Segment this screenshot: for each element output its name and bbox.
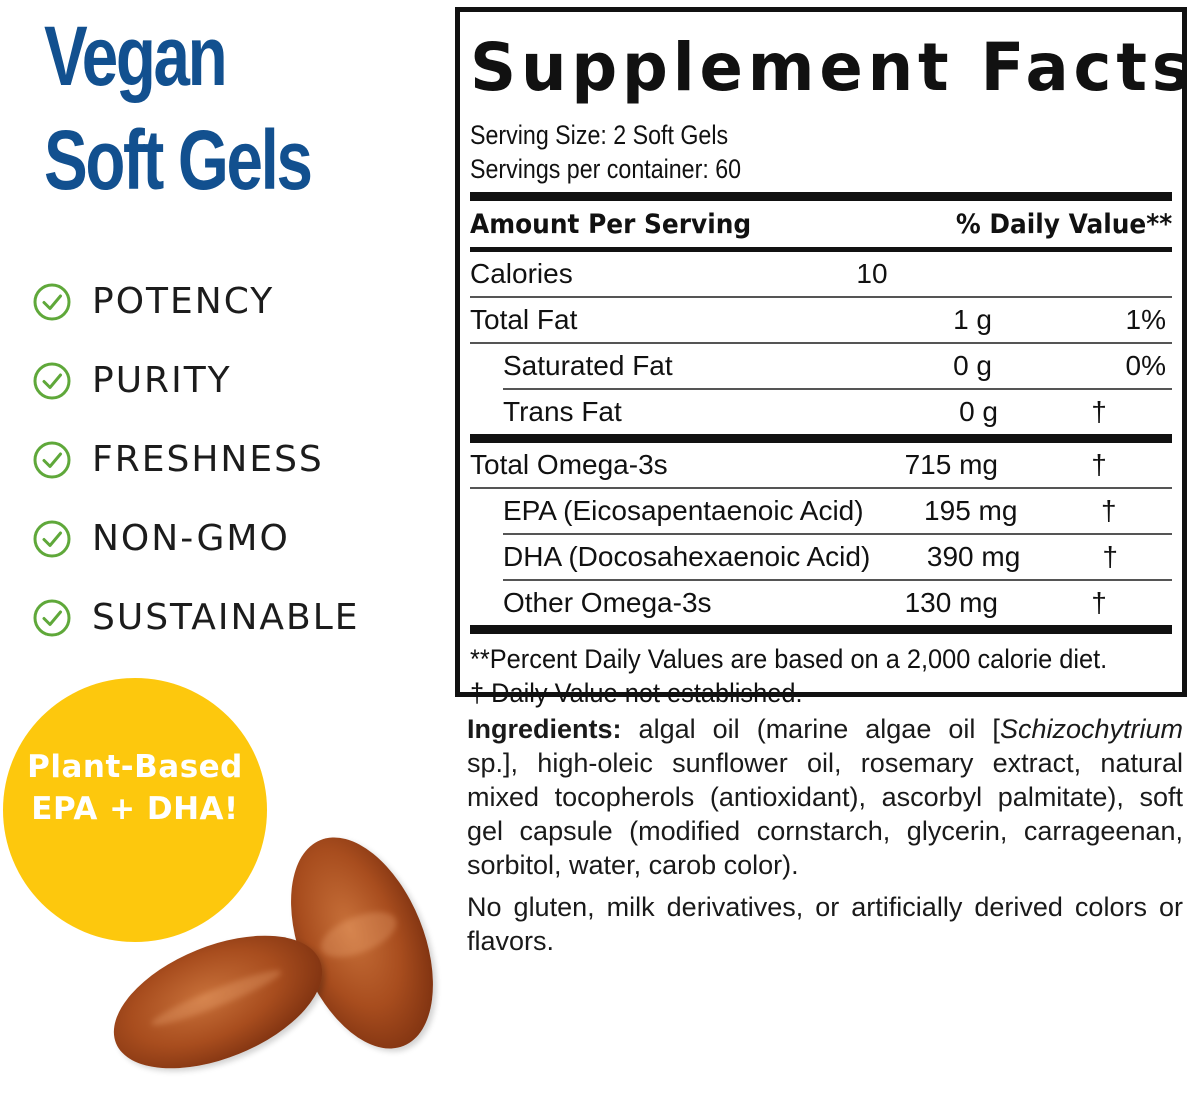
nutrient-amount: 10 <box>856 258 888 289</box>
facts-row-dha: DHA (Docosahexaenoic Acid) 390 mg † <box>470 535 1172 579</box>
facts-row-saturated-fat: Saturated Fat 0 g 0% <box>470 344 1172 388</box>
benefit-item-sustainable: SUSTAINABLE <box>32 578 360 657</box>
nutrient-amount: 195 mg <box>924 495 1018 526</box>
nutrient-daily-value: 1% <box>1125 304 1166 335</box>
divider <box>470 625 1172 634</box>
dagger-footnote: † Daily Value not established. <box>470 678 803 708</box>
facts-row-calories: Calories 10 <box>470 252 1172 296</box>
product-headline: Vegan Soft Gels <box>44 4 313 212</box>
serving-size: Serving Size: 2 Soft Gels <box>470 120 729 150</box>
ingredients-species: Schizochytrium <box>999 714 1183 744</box>
benefit-label: FRESHNESS <box>92 439 324 480</box>
divider <box>503 579 1172 581</box>
benefit-label: POTENCY <box>92 281 275 322</box>
nutrient-name: Other Omega-3s <box>503 587 712 618</box>
nutrient-name: Trans Fat <box>503 396 622 427</box>
facts-row-total-omega-3s: Total Omega-3s 715 mg † <box>470 443 1172 487</box>
divider <box>470 192 1172 201</box>
benefit-label: NON-GMO <box>92 518 290 559</box>
nutrient-amount: 0 g <box>959 396 998 427</box>
ingredients-part-2: sp.], high-oleic sunflower oil, rosemary… <box>467 748 1183 880</box>
servings-per-container: Servings per container: 60 <box>470 154 742 184</box>
nutrient-amount: 715 mg <box>904 449 998 480</box>
daily-value-footnote: **Percent Daily Values are based on a 2,… <box>470 644 1108 674</box>
daily-value-header: % Daily Value** <box>955 208 1172 240</box>
nutrient-name: Total Fat <box>470 304 578 335</box>
ingredients-text: Ingredients: algal oil (marine algae oil… <box>467 712 1183 882</box>
facts-footnotes: **Percent Daily Values are based on a 2,… <box>470 634 1172 710</box>
nutrient-daily-value: † <box>1100 495 1117 526</box>
amount-per-serving-header: Amount Per Serving <box>470 208 752 240</box>
divider <box>503 533 1172 535</box>
supplement-facts-panel: Supplement Facts Serving Size: 2 Soft Ge… <box>455 7 1195 708</box>
facts-row-other-omega-3s: Other Omega-3s 130 mg † <box>470 581 1172 625</box>
benefit-item-non-gmo: NON-GMO <box>32 499 360 578</box>
allergen-statement: No gluten, milk derivatives, or artifici… <box>467 892 1183 956</box>
ingredients-label: Ingredients: <box>467 714 622 744</box>
divider <box>470 342 1172 344</box>
plant-based-badge: Plant-Based EPA + DHA! <box>3 678 267 942</box>
facts-header-row: Amount Per Serving % Daily Value** <box>470 201 1172 247</box>
benefit-item-purity: PURITY <box>32 341 360 420</box>
benefit-item-potency: POTENCY <box>32 262 360 341</box>
nutrient-amount: 390 mg <box>926 541 1021 572</box>
check-circle-icon <box>33 520 71 557</box>
divider <box>470 296 1172 298</box>
badge-line-1: Plant-Based <box>27 749 243 785</box>
check-circle-icon <box>33 362 71 399</box>
nutrient-name: DHA (Docosahexaenoic Acid) <box>503 541 871 572</box>
divider <box>470 247 1172 252</box>
check-circle-icon <box>33 441 71 478</box>
benefit-label: SUSTAINABLE <box>92 597 360 638</box>
facts-title: Supplement Facts <box>470 29 1195 106</box>
benefits-list: POTENCY PURITY FRESHNESS NON-GMO SUSTAIN… <box>32 262 360 657</box>
nutrient-daily-value: † <box>1091 449 1107 480</box>
nutrient-name: Saturated Fat <box>503 350 673 381</box>
headline-line-1: Vegan <box>44 9 228 103</box>
nutrient-daily-value: † <box>1091 587 1107 618</box>
check-circle-icon <box>33 283 71 320</box>
nutrient-name: Calories <box>470 258 573 289</box>
divider <box>470 434 1172 443</box>
nutrient-amount: 1 g <box>953 304 992 335</box>
badge-line-2: EPA + DHA! <box>31 791 239 827</box>
benefit-item-freshness: FRESHNESS <box>32 420 360 499</box>
facts-row-epa: EPA (Eicosapentaenoic Acid) 195 mg † <box>470 489 1172 533</box>
nutrient-daily-value: 0% <box>1125 350 1166 381</box>
nutrient-name: EPA (Eicosapentaenoic Acid) <box>503 495 864 526</box>
check-circle-icon <box>33 599 71 636</box>
facts-row-trans-fat: Trans Fat 0 g † <box>470 390 1172 434</box>
nutrient-amount: 0 g <box>953 350 992 381</box>
benefit-label: PURITY <box>92 360 232 401</box>
nutrient-daily-value: † <box>1091 396 1107 427</box>
nutrient-amount: 130 mg <box>904 587 998 618</box>
nutrient-name: Total Omega-3s <box>470 449 668 480</box>
headline-line-2: Soft Gels <box>44 113 313 207</box>
facts-row-total-fat: Total Fat 1 g 1% <box>470 298 1172 342</box>
nutrient-daily-value: † <box>1102 541 1118 572</box>
divider <box>503 388 1172 390</box>
ingredients-part-1: algal oil (marine algae oil [ <box>621 714 1000 744</box>
divider <box>470 487 1172 489</box>
